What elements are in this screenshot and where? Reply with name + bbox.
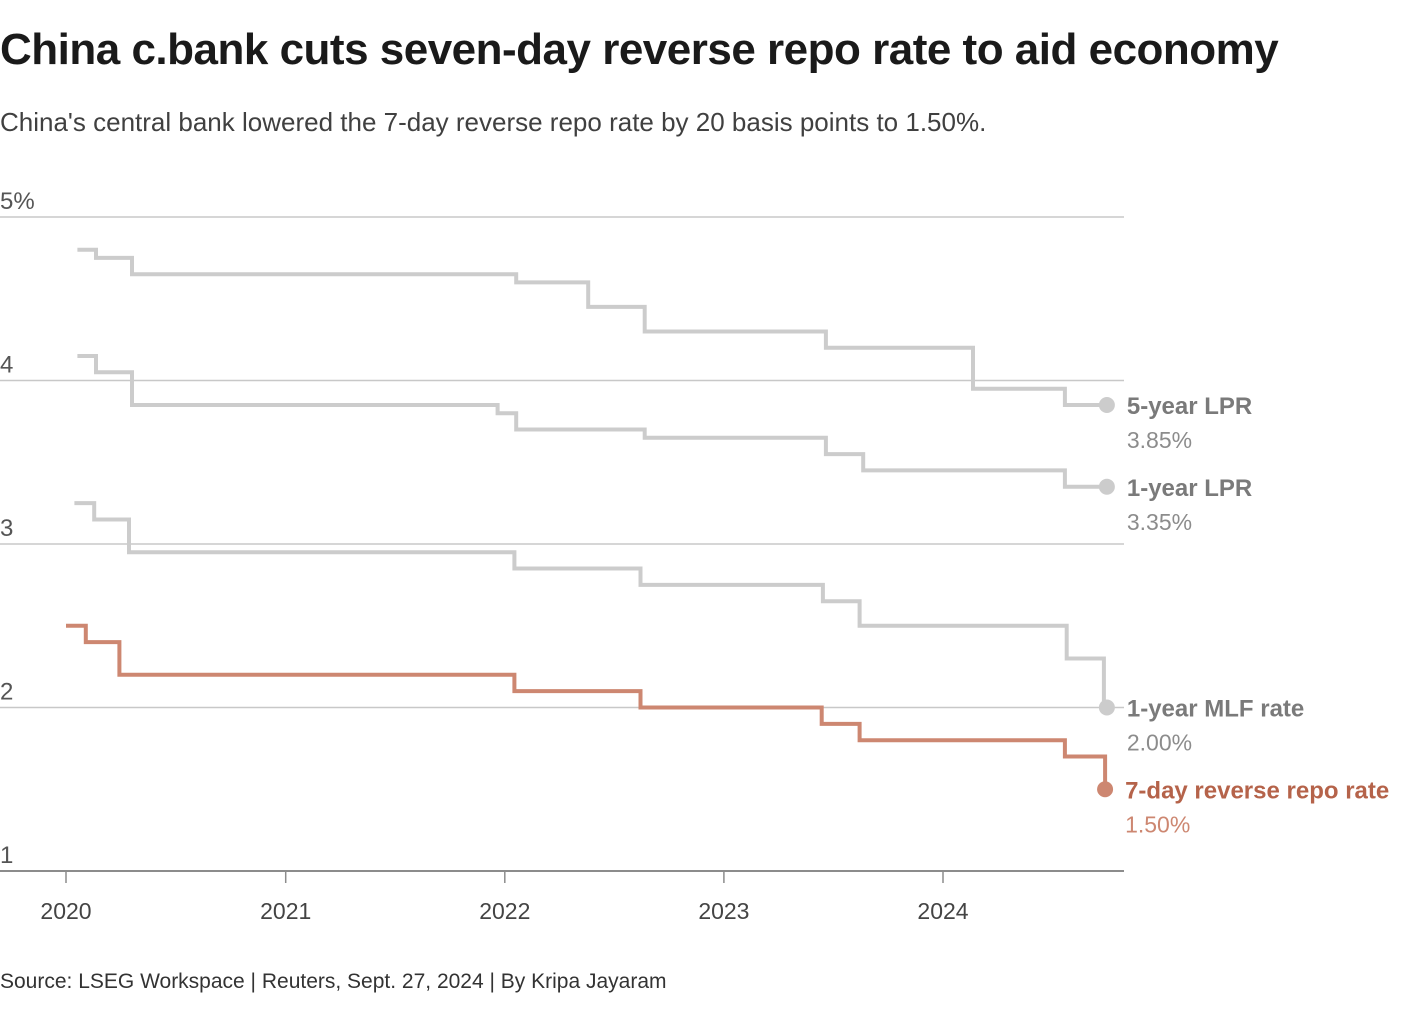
series-line-7-day-reverse-repo-rate (66, 623, 1108, 790)
series-end-dot-7-day-reverse-repo-rate (1097, 781, 1114, 798)
x-tick-label-2024: 2024 (917, 898, 968, 924)
source-note: Source: LSEG Workspace | Reuters, Sept. … (0, 970, 667, 993)
series-label-1-year-lpr: 1-year LPR (1127, 475, 1252, 502)
x-axis-layer: 2020 2021 2022 2023 2024 (40, 871, 969, 924)
x-tick-label-2022: 2022 (479, 898, 530, 924)
x-tick-label-2023: 2023 (698, 898, 749, 924)
y-tick-label-1: 1 (0, 842, 13, 869)
series-label-layer: 5-year LPR 3.85% 1-year LPR 3.35% 1-year MLF… (1125, 393, 1389, 837)
x-tick-label-2020: 2020 (40, 898, 91, 924)
series-line-1-year-mlf-rate (74, 501, 1107, 710)
series-end-dot-5-year-lpr (1098, 397, 1115, 414)
x-tick-label-2021: 2021 (260, 898, 311, 924)
series-line-5-year-lpr (77, 247, 1107, 407)
y-tick-label-4: 4 (0, 352, 13, 379)
series-label-1-year-mlf-rate: 1-year MLF rate (1127, 696, 1304, 723)
series-value-label-5-year-lpr: 3.85% (1127, 427, 1192, 453)
series-label-5-year-lpr: 5-year LPR (1127, 393, 1252, 420)
series-end-dot-1-year-lpr (1098, 478, 1115, 495)
series-value-label-7-day-reverse-repo-rate: 1.50% (1125, 811, 1190, 837)
chart-subtitle: China's central bank lowered the 7-day r… (0, 107, 987, 137)
chart-title: China c.bank cuts seven-day reverse repo… (0, 25, 1279, 74)
series-end-dot-1-year-mlf-rate (1098, 699, 1115, 716)
series-value-label-1-year-lpr: 3.35% (1127, 509, 1192, 535)
y-tick-label-3: 3 (0, 515, 13, 542)
series-layer (66, 247, 1115, 798)
series-line-1-year-lpr (77, 354, 1107, 489)
grid-layer: 5% 4 3 2 1 (0, 188, 1124, 872)
series-value-label-1-year-mlf-rate: 2.00% (1127, 730, 1192, 756)
series-label-7-day-reverse-repo-rate: 7-day reverse repo rate (1125, 777, 1389, 804)
y-tick-label-2: 2 (0, 679, 13, 706)
y-tick-label-5: 5% (0, 188, 35, 215)
